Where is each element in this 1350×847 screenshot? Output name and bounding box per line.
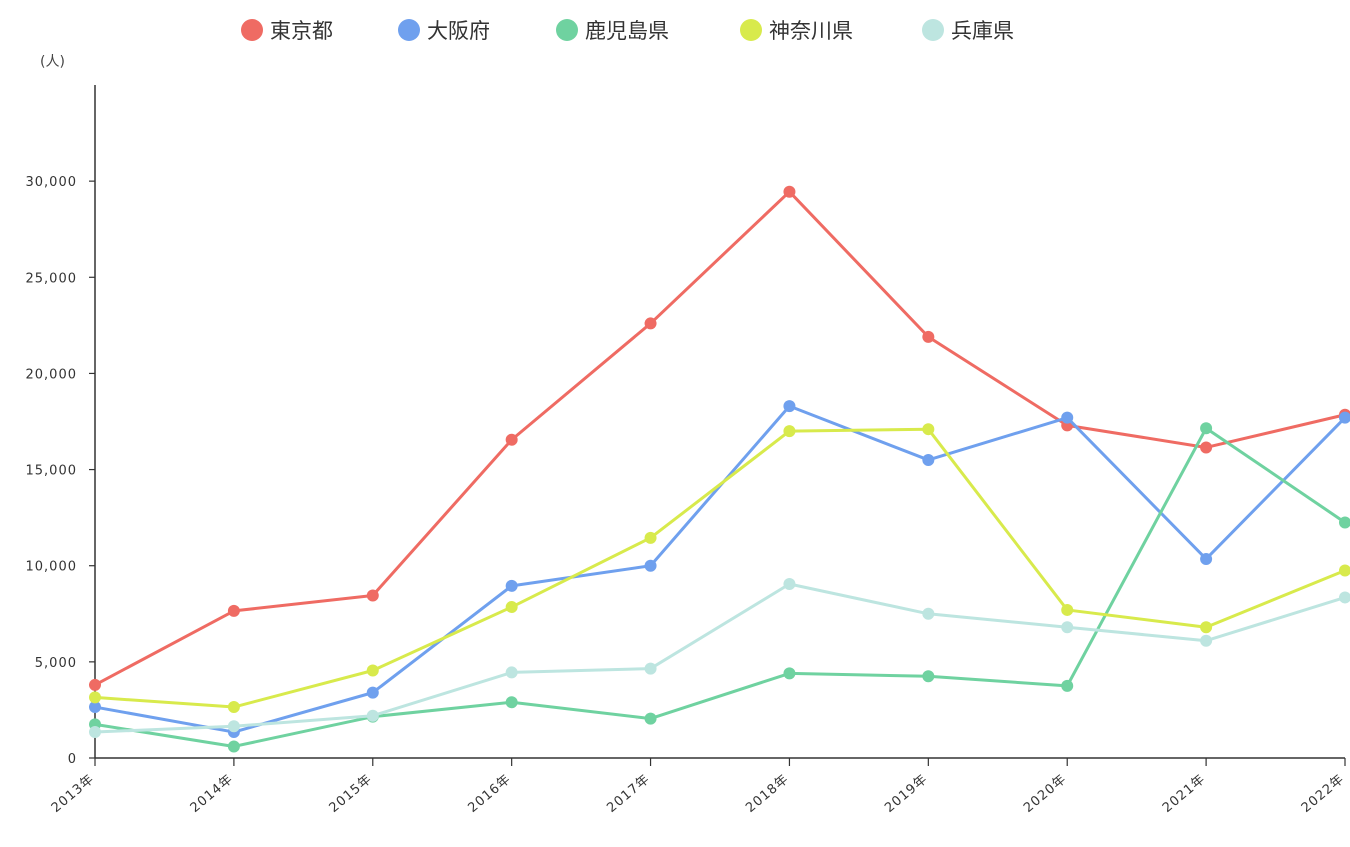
x-tick-label: 2016年 bbox=[465, 772, 514, 816]
data-point[interactable] bbox=[922, 330, 935, 343]
data-point[interactable] bbox=[1200, 621, 1213, 634]
legend-label: 鹿児島県 bbox=[585, 19, 669, 43]
y-tick-label: 30,000 bbox=[26, 175, 78, 190]
series-5 bbox=[89, 577, 1350, 739]
data-point[interactable] bbox=[644, 317, 657, 330]
series-1 bbox=[89, 185, 1350, 691]
data-point[interactable] bbox=[1200, 422, 1213, 435]
y-tick-label: 0 bbox=[68, 752, 77, 767]
data-point[interactable] bbox=[1339, 516, 1350, 529]
series-3 bbox=[89, 422, 1350, 753]
data-point[interactable] bbox=[922, 607, 935, 620]
data-point[interactable] bbox=[922, 423, 935, 436]
legend-item[interactable]: 鹿児島県 bbox=[556, 19, 669, 43]
y-tick-label: 5,000 bbox=[35, 656, 77, 671]
data-point[interactable] bbox=[227, 740, 240, 753]
legend-item[interactable]: 東京都 bbox=[241, 19, 333, 43]
data-point[interactable] bbox=[644, 712, 657, 725]
data-point[interactable] bbox=[1061, 679, 1074, 692]
legend-marker bbox=[922, 19, 944, 41]
series-group bbox=[89, 185, 1350, 753]
data-point[interactable] bbox=[1200, 552, 1213, 565]
data-point[interactable] bbox=[505, 433, 518, 446]
data-point[interactable] bbox=[644, 662, 657, 675]
x-tick-label: 2013年 bbox=[49, 772, 98, 816]
data-point[interactable] bbox=[922, 670, 935, 683]
y-ticks: 0 5,000 10,000 15,000 20,000 25,000 30,000 bbox=[26, 175, 95, 767]
data-point[interactable] bbox=[1061, 621, 1074, 634]
legend-item[interactable]: 神奈川県 bbox=[740, 19, 853, 43]
legend-label: 大阪府 bbox=[427, 19, 490, 43]
data-point[interactable] bbox=[783, 425, 796, 438]
x-tick-label: 2017年 bbox=[604, 772, 653, 816]
data-point[interactable] bbox=[89, 701, 101, 714]
legend-marker bbox=[398, 19, 420, 41]
x-tick-label: 2018年 bbox=[743, 772, 792, 816]
series-2 bbox=[89, 400, 1350, 739]
data-point[interactable] bbox=[1339, 411, 1350, 424]
legend-marker bbox=[556, 19, 578, 41]
data-point[interactable] bbox=[227, 701, 240, 714]
data-point[interactable] bbox=[89, 678, 101, 691]
data-point[interactable] bbox=[1200, 441, 1213, 454]
data-point[interactable] bbox=[366, 686, 379, 699]
x-tick-label: 2014年 bbox=[188, 772, 237, 816]
x-tick-label: 2015年 bbox=[327, 772, 376, 816]
legend-item[interactable]: 兵庫県 bbox=[922, 19, 1014, 43]
series-line bbox=[94, 404, 1347, 734]
data-point[interactable] bbox=[89, 691, 101, 704]
data-point[interactable] bbox=[505, 666, 518, 679]
data-point[interactable] bbox=[227, 604, 240, 617]
legend-label: 神奈川県 bbox=[769, 19, 853, 43]
axes bbox=[94, 85, 1345, 759]
y-axis-unit-label: (人) bbox=[40, 54, 65, 70]
data-point[interactable] bbox=[1339, 591, 1350, 604]
legend-marker bbox=[241, 19, 263, 41]
data-point[interactable] bbox=[505, 601, 518, 614]
data-point[interactable] bbox=[505, 579, 518, 592]
legend-label: 兵庫県 bbox=[951, 19, 1014, 43]
data-point[interactable] bbox=[922, 453, 935, 466]
legend-label: 東京都 bbox=[270, 19, 333, 43]
series-line bbox=[94, 190, 1346, 687]
data-point[interactable] bbox=[1061, 411, 1074, 424]
y-tick-label: 25,000 bbox=[26, 271, 78, 286]
series-line bbox=[94, 427, 1346, 709]
data-point[interactable] bbox=[783, 667, 796, 680]
data-point[interactable] bbox=[644, 531, 657, 544]
data-point[interactable] bbox=[783, 185, 796, 198]
legend-item[interactable]: 大阪府 bbox=[398, 19, 490, 43]
data-point[interactable] bbox=[366, 664, 379, 677]
data-point[interactable] bbox=[1061, 603, 1074, 616]
data-point[interactable] bbox=[89, 726, 101, 739]
x-tick-label: 2019年 bbox=[882, 772, 931, 816]
data-point[interactable] bbox=[505, 696, 518, 709]
series-line bbox=[94, 426, 1346, 748]
x-ticks: 2013年 2014年 2015年 2016年 2017年 2018年 2019年 2020年… bbox=[49, 758, 1348, 816]
data-point[interactable] bbox=[366, 589, 379, 602]
data-point[interactable] bbox=[227, 720, 240, 733]
legend: 東京都 大阪府 鹿児島県 神奈川県 兵庫県 bbox=[241, 19, 1014, 43]
data-point[interactable] bbox=[1339, 564, 1350, 577]
y-tick-label: 15,000 bbox=[26, 464, 78, 479]
series-4 bbox=[89, 423, 1350, 714]
data-point[interactable] bbox=[783, 577, 796, 590]
data-point[interactable] bbox=[366, 709, 379, 722]
series-line bbox=[94, 582, 1346, 734]
y-tick-label: 10,000 bbox=[26, 560, 78, 575]
x-tick-label: 2020年 bbox=[1021, 772, 1070, 816]
y-tick-label: 20,000 bbox=[26, 367, 78, 382]
x-tick-label: 2022年 bbox=[1299, 772, 1348, 816]
data-point[interactable] bbox=[644, 559, 657, 572]
data-point[interactable] bbox=[783, 400, 796, 413]
data-point[interactable] bbox=[1200, 634, 1213, 647]
legend-marker bbox=[740, 19, 762, 41]
x-tick-label: 2021年 bbox=[1160, 772, 1209, 816]
